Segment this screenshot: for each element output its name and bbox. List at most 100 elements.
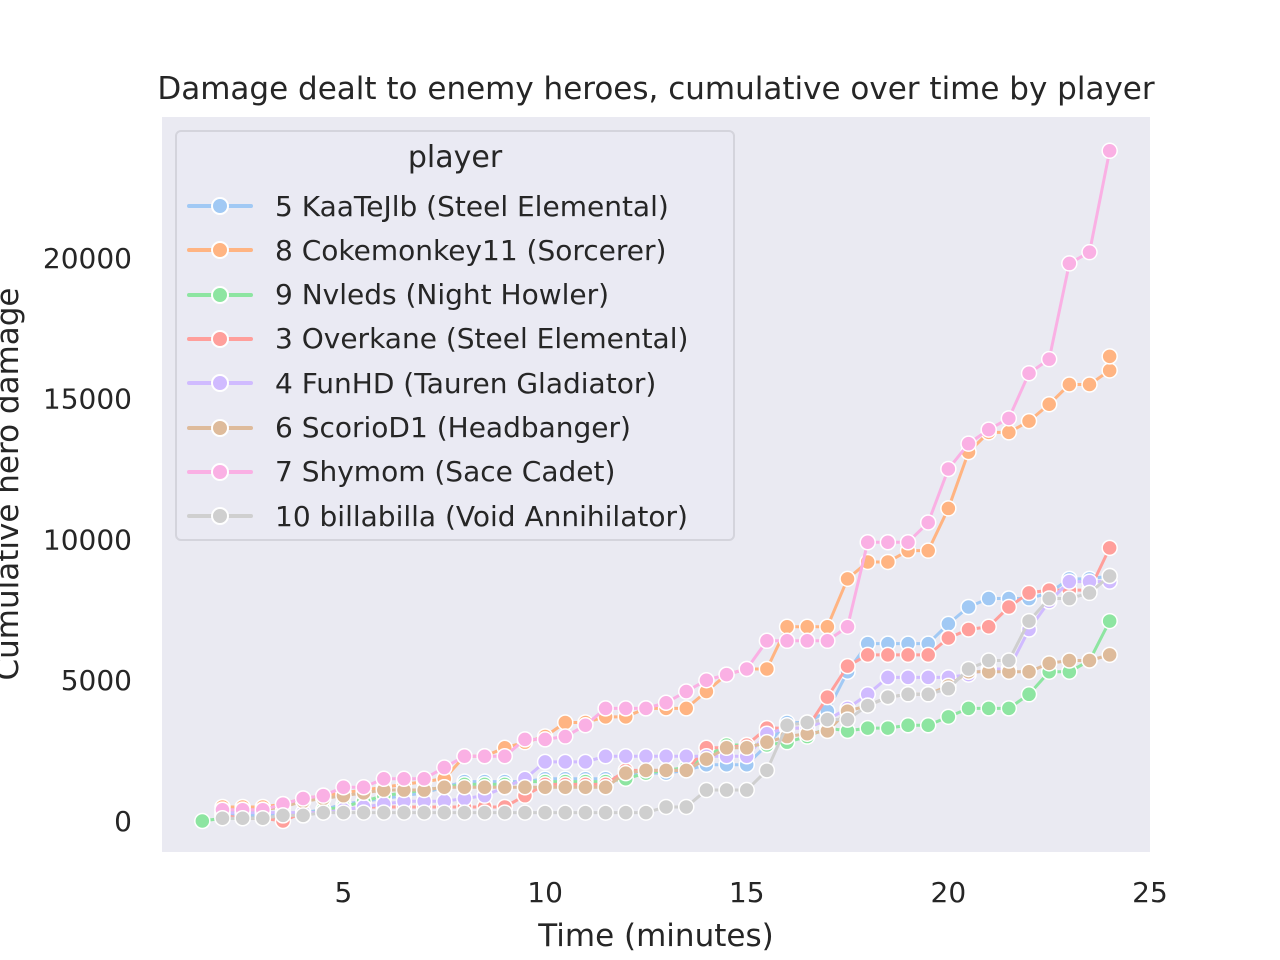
series-group (214, 567, 1118, 827)
data-point (819, 632, 836, 650)
data-point (1101, 612, 1118, 630)
x-tick-label: 20 (931, 876, 967, 909)
data-point (919, 686, 937, 703)
data-point (617, 764, 635, 782)
data-point (617, 804, 635, 821)
y-tick-label: 15000 (43, 383, 132, 416)
data-point (980, 652, 997, 669)
legend-marker (211, 197, 229, 215)
data-point (294, 790, 312, 807)
legend-marker (211, 374, 229, 393)
legend-label: 7 Shymom (Sace Cadet) (275, 455, 616, 489)
data-point (1000, 652, 1018, 669)
series-group (214, 142, 1118, 819)
data-point (536, 753, 554, 771)
y-tick-label: 0 (114, 805, 132, 838)
data-point (1081, 584, 1098, 602)
data-point (879, 719, 897, 737)
data-point (698, 750, 715, 768)
data-point (254, 809, 272, 827)
data-point (637, 748, 655, 765)
data-point (1101, 142, 1118, 160)
legend-swatch (187, 285, 253, 305)
data-point (1101, 567, 1118, 585)
data-point (919, 542, 937, 559)
data-point (536, 731, 554, 748)
data-point (980, 421, 997, 438)
legend-title: player (407, 140, 503, 175)
data-point (577, 753, 594, 771)
data-point (899, 533, 917, 551)
legend-marker (211, 241, 229, 260)
data-point (758, 733, 776, 751)
data-point (819, 711, 836, 728)
data-point (839, 657, 856, 675)
data-point (1101, 646, 1118, 664)
data-point (819, 618, 836, 635)
data-point (476, 778, 493, 796)
data-point (637, 700, 655, 717)
data-point (960, 621, 977, 638)
legend-entry: 10 billabilla (Void Annihilator) (187, 494, 688, 538)
data-point (456, 804, 473, 821)
legend-marker (211, 285, 229, 304)
data-point (899, 717, 917, 734)
data-point (1020, 412, 1038, 430)
legend-swatch (187, 240, 253, 260)
data-point (940, 680, 957, 697)
chart-title: Damage dealt to enemy heroes, cumulative… (157, 71, 1155, 107)
data-point (1081, 652, 1098, 669)
y-tick-label: 20000 (43, 242, 132, 275)
data-point (839, 711, 856, 728)
y-axis-label: Cumulative hero damage (0, 287, 26, 680)
x-tick-label: 10 (527, 876, 563, 909)
data-point (899, 646, 917, 664)
legend-entry: 9 Nvleds (Night Howler) (187, 273, 609, 317)
data-point (698, 781, 715, 799)
data-point (778, 632, 796, 650)
data-point (657, 694, 675, 711)
data-point (980, 590, 997, 607)
data-point (960, 435, 977, 452)
data-point (738, 781, 755, 799)
data-point (919, 646, 937, 664)
data-point (940, 615, 957, 633)
data-point (899, 669, 917, 686)
data-point (677, 683, 695, 700)
y-tick-label: 10000 (43, 523, 132, 556)
data-point (980, 618, 997, 635)
data-point (1000, 410, 1018, 427)
data-point (738, 739, 755, 757)
data-point (940, 629, 957, 647)
data-point (496, 778, 514, 796)
legend-swatch (187, 373, 253, 393)
data-point (355, 804, 372, 821)
data-point (194, 812, 211, 830)
data-point (456, 748, 473, 765)
data-point (798, 714, 816, 731)
data-point (436, 778, 453, 796)
data-point (355, 778, 372, 796)
data-point (476, 748, 493, 765)
data-point (557, 804, 574, 821)
data-point (1040, 655, 1058, 672)
legend-entry: 3 Overkane (Steel Elemental) (187, 317, 688, 361)
data-point (758, 660, 776, 678)
data-point (1000, 700, 1018, 717)
data-point (294, 807, 312, 824)
x-tick-label: 25 (1132, 876, 1168, 909)
legend-label: 4 FunHD (Tauren Gladiator) (275, 366, 657, 400)
data-point (516, 804, 534, 821)
data-point (1040, 590, 1058, 607)
data-point (1000, 424, 1018, 441)
data-point (879, 688, 897, 706)
data-point (375, 770, 393, 788)
data-point (617, 748, 635, 765)
data-point (657, 798, 675, 816)
data-point (879, 669, 897, 686)
legend-swatch (187, 196, 253, 216)
data-point (557, 714, 574, 731)
data-point (577, 717, 594, 734)
data-point (597, 778, 614, 796)
data-point (496, 804, 514, 821)
